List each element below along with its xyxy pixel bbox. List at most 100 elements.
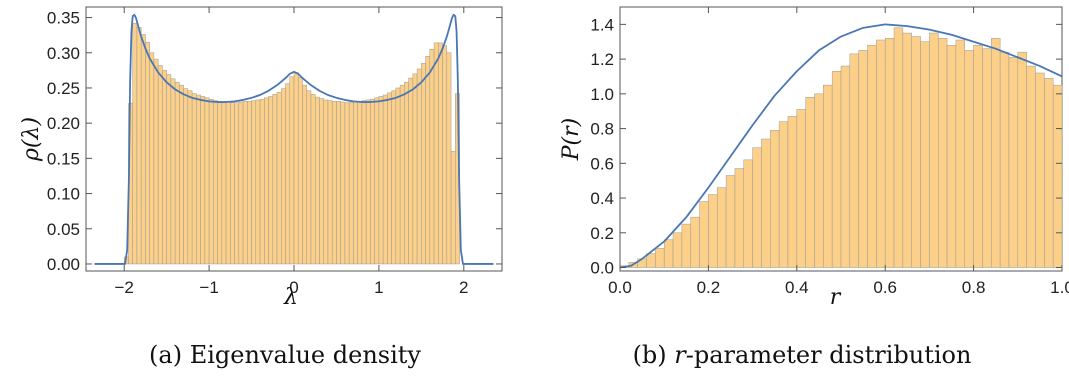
- x-tick-label: 0.4: [785, 278, 809, 297]
- histogram-bars-a: [123, 22, 460, 265]
- x-tick-label: −2: [115, 278, 134, 297]
- x-tick-label: 2: [459, 278, 468, 297]
- histogram-bar: [187, 90, 193, 265]
- y-axis-label-b: P(r): [559, 118, 584, 162]
- caption-b-prefix: (b): [633, 341, 675, 369]
- histogram-bar: [340, 101, 346, 265]
- histogram-bar: [183, 88, 189, 265]
- histogram-bar: [421, 63, 426, 265]
- y-tick-label: 0.15: [47, 149, 80, 168]
- x-tick-label: 0.2: [697, 278, 721, 297]
- histogram-bar: [395, 87, 401, 265]
- y-tick-label: 0.10: [47, 185, 80, 204]
- y-tick-label: 0.2: [590, 224, 614, 243]
- histogram-bar: [699, 201, 709, 268]
- histogram-bar: [327, 100, 333, 265]
- histogram-bar: [196, 94, 201, 265]
- histogram-bar: [353, 101, 358, 265]
- histogram-bar: [778, 121, 789, 268]
- y-tick-label: 0.20: [47, 114, 80, 133]
- histogram-bar: [391, 90, 397, 265]
- histogram-bar: [708, 194, 718, 268]
- y-tick-label: 0.30: [47, 44, 80, 63]
- histogram-bar: [306, 90, 312, 265]
- caption-a: (a) Eigenvalue density: [149, 341, 421, 369]
- x-axis-label-b: r: [830, 285, 842, 310]
- histogram-bar: [382, 94, 388, 265]
- histogram-bar: [964, 50, 974, 268]
- histogram-bar: [191, 93, 197, 265]
- histogram-bar: [446, 52, 452, 265]
- x-tick-label: −1: [199, 278, 218, 297]
- density-curve-b: [619, 23, 1063, 269]
- histogram-bar: [404, 82, 409, 265]
- histogram-bar: [293, 72, 299, 265]
- histogram-bar: [136, 27, 142, 265]
- histogram-bar: [999, 51, 1010, 268]
- histogram-bar: [761, 138, 771, 268]
- histogram-bar: [955, 39, 966, 268]
- histogram-bar: [289, 76, 295, 265]
- histogram-bars-b: [619, 27, 1063, 268]
- histogram-bar: [991, 38, 1001, 268]
- histogram-bar: [361, 100, 367, 265]
- histogram-bar: [374, 97, 380, 265]
- y-axis-ticks-a: 0.00 0.05 0.10 0.15 0.20 0.25 0.30 0.35: [47, 9, 502, 274]
- y-axis-label-a: ρ(λ): [19, 117, 44, 162]
- histogram-bar: [200, 96, 206, 265]
- histogram-bar: [823, 84, 833, 268]
- histogram-bar: [255, 99, 261, 265]
- histogram-bar: [170, 78, 176, 265]
- x-tick-label: 0.8: [962, 278, 986, 297]
- histogram-bar: [1026, 65, 1036, 268]
- histogram-bar: [370, 98, 375, 265]
- histogram-bar: [681, 223, 691, 268]
- y-tick-label: 1.0: [590, 85, 614, 104]
- histogram-bar: [867, 44, 877, 268]
- histogram-bar: [438, 42, 443, 265]
- histogram-bar: [145, 41, 150, 265]
- histogram-bar: [259, 98, 265, 265]
- eigenvalue-density-panel: 0.00 0.05 0.10 0.15 0.20 0.25 0.30 0.35 −2 −1 0 1 2…: [19, 6, 503, 369]
- density-curve-a: [94, 13, 494, 265]
- histogram-bar: [425, 56, 431, 265]
- histogram-bar: [1017, 51, 1027, 268]
- histogram-bar: [230, 102, 235, 265]
- histogram-bar: [663, 239, 674, 268]
- y-tick-label: 0.4: [590, 189, 614, 208]
- histogram-bar: [787, 116, 798, 268]
- histogram-bar: [1052, 84, 1063, 268]
- histogram-bar: [348, 101, 354, 265]
- histogram-bar: [319, 98, 324, 265]
- histogram-bar: [973, 44, 983, 268]
- histogram-bar: [204, 97, 210, 265]
- x-tick-label: 1: [374, 278, 383, 297]
- histogram-bar: [264, 97, 269, 265]
- histogram-bar: [450, 151, 456, 265]
- histogram-bar: [174, 82, 180, 265]
- x-tick-label: 1.0: [1050, 278, 1069, 297]
- x-axis-label-a: λ: [283, 285, 298, 310]
- histogram-bar: [344, 102, 350, 265]
- histogram-bar: [442, 45, 448, 265]
- histogram-bar: [302, 84, 307, 265]
- histogram-bar: [725, 175, 736, 268]
- histogram-bar: [876, 39, 886, 268]
- r-parameter-panel: 0.0 0.2 0.4 0.6 0.8 1.0 1.2 1.4 0.0 0.2 0.4 0.6 0.8…: [559, 6, 1069, 369]
- y-tick-label: 0.6: [590, 154, 614, 173]
- y-axis-ticks-b: 0.0 0.2 0.4 0.6 0.8 1.0 1.2 1.4: [590, 15, 1062, 278]
- histogram-bar: [276, 91, 282, 265]
- histogram-bar: [937, 38, 948, 268]
- histogram-bar: [387, 92, 392, 265]
- histogram-bar: [672, 232, 683, 268]
- histogram-bar: [884, 38, 895, 268]
- histogram-bar: [297, 77, 303, 265]
- density-curve: [94, 13, 494, 265]
- x-tick-label: 0: [289, 278, 298, 297]
- histogram-bar: [285, 83, 291, 265]
- histogram-bar: [221, 101, 227, 265]
- histogram-bar: [166, 74, 172, 265]
- histogram-bar: [378, 96, 384, 265]
- histogram-bar: [251, 100, 257, 265]
